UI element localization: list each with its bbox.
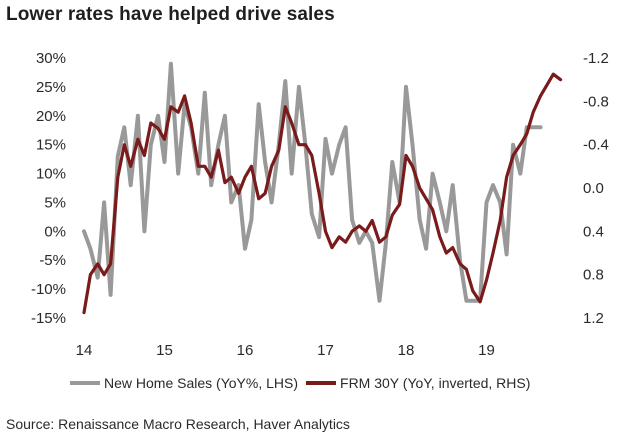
right-tick-label: -1.2 — [583, 50, 609, 67]
left-tick-label: 10% — [36, 166, 66, 183]
left-tick-label: 0% — [44, 223, 66, 240]
right-tick-label: 0.8 — [583, 267, 604, 284]
legend-label-frm-30y: FRM 30Y (YoY, inverted, RHS) — [340, 375, 531, 391]
legend-item-frm-30y: FRM 30Y (YoY, inverted, RHS) — [306, 375, 530, 391]
source-note: Source: Renaissance Macro Research, Have… — [6, 416, 350, 432]
left-tick-label: -15% — [31, 310, 66, 327]
right-tick-label: 0.0 — [583, 180, 604, 197]
x-tick-label: 14 — [76, 342, 93, 359]
right-axis-ticks: -1.2 -0.8 -0.4 0.0 0.4 0.8 1.2 — [583, 50, 609, 327]
right-tick-label: -0.8 — [583, 93, 609, 110]
right-tick-label: -0.4 — [583, 137, 609, 154]
legend-swatch-red — [306, 381, 337, 385]
left-tick-label: 15% — [36, 137, 66, 154]
legend-label-new-home-sales: New Home Sales (YoY%, LHS) — [104, 375, 299, 391]
left-tick-label: 30% — [36, 50, 66, 67]
right-tick-label: 1.2 — [583, 310, 604, 327]
legend: New Home Sales (YoY%, LHS) FRM 30Y (YoY,… — [70, 372, 538, 394]
legend-item-new-home-sales: New Home Sales (YoY%, LHS) — [70, 375, 298, 391]
series-line-frm-30y — [82, 72, 563, 315]
left-tick-label: 5% — [44, 194, 66, 211]
chart-title: Lower rates have helped drive sales — [6, 4, 335, 25]
chart-plot: 30%25%20%15%10%5%0%-5%-10%-15% -1.2-0.8-… — [31, 50, 609, 359]
left-tick-label: -5% — [39, 252, 66, 269]
left-tick-label: -10% — [31, 281, 66, 298]
series-lines — [82, 61, 563, 315]
left-tick-label: 20% — [36, 108, 66, 125]
x-tick-label: 17 — [317, 342, 334, 359]
right-tick-label: 0.4 — [583, 223, 604, 240]
x-tick-label: 18 — [398, 342, 415, 359]
series-line-new-home-sales — [82, 61, 543, 303]
legend-swatch-gray — [70, 381, 100, 385]
x-tick-label: 19 — [478, 342, 495, 359]
left-tick-label: 25% — [36, 79, 66, 96]
x-axis-ticks: 14 15 16 17 18 19 — [76, 342, 495, 359]
x-tick-label: 16 — [237, 342, 254, 359]
x-tick-label: 15 — [156, 342, 173, 359]
left-axis-ticks: 30% 25% 20% 15% 10% 5% 0% -5% -10% -15% — [31, 50, 66, 327]
